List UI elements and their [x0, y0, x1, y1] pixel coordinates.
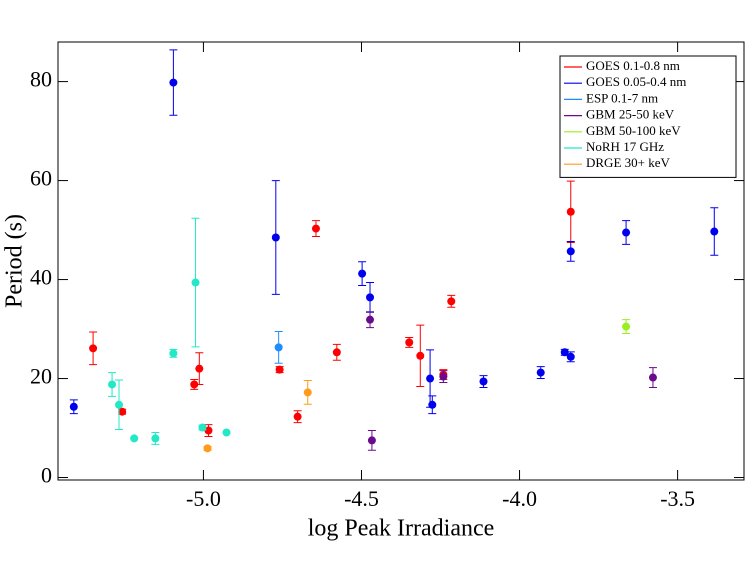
data-point — [566, 352, 575, 361]
data-point — [439, 372, 448, 381]
data-point — [275, 365, 284, 374]
legend-label: DRGE 30+ keV — [586, 155, 670, 170]
data-point — [426, 374, 435, 383]
data-point — [190, 380, 199, 389]
data-point — [622, 228, 631, 237]
y-tick-label: 80 — [30, 67, 52, 92]
data-point — [622, 322, 631, 331]
data-point — [271, 233, 280, 242]
data-point — [191, 278, 200, 287]
data-point — [303, 388, 312, 397]
data-point — [560, 348, 569, 357]
y-tick-label: 20 — [30, 364, 52, 389]
legend-label: NoRH 17 GHz — [586, 139, 664, 154]
x-tick-label: -4.0 — [502, 486, 537, 511]
data-point — [566, 247, 575, 256]
data-point — [293, 412, 302, 421]
data-point — [405, 338, 414, 347]
data-point — [332, 348, 341, 357]
data-point — [566, 207, 575, 216]
legend-box — [559, 55, 737, 178]
data-point — [169, 78, 178, 87]
data-point — [358, 269, 367, 278]
data-point — [366, 315, 375, 324]
legend-label: GOES 0.05-0.4 nm — [586, 74, 686, 89]
data-point — [366, 293, 375, 302]
y-tick-label: 40 — [30, 265, 52, 290]
legend-label: GOES 0.1-0.8 nm — [586, 58, 680, 73]
data-point — [648, 373, 657, 382]
data-point — [195, 364, 204, 373]
data-point — [115, 400, 124, 409]
data-point — [69, 402, 78, 411]
data-point — [169, 349, 178, 358]
data-point — [311, 224, 320, 233]
data-point — [274, 343, 283, 352]
data-point — [89, 344, 98, 353]
data-point — [416, 351, 425, 360]
data-point — [108, 380, 117, 389]
plot-frame — [57, 41, 745, 481]
x-tick-label: -4.5 — [344, 486, 379, 511]
x-axis-label: log Peak Irradiance — [308, 516, 495, 542]
data-point — [367, 436, 376, 445]
data-point — [203, 444, 212, 453]
data-point — [204, 426, 213, 435]
legend-label: GBM 25-50 keV — [586, 107, 675, 122]
data-point — [479, 377, 488, 386]
data-point — [536, 368, 545, 377]
data-point — [428, 400, 437, 409]
data-point — [222, 428, 231, 437]
data-point — [151, 434, 160, 443]
legend-label: ESP 0.1-7 nm — [586, 90, 658, 105]
data-point — [447, 297, 456, 306]
x-tick-label: -5.0 — [186, 486, 221, 511]
y-axis-label: Period (s) — [2, 214, 28, 308]
data-point — [710, 227, 719, 236]
data-point — [118, 407, 127, 416]
data-point — [130, 434, 139, 443]
data-point — [198, 423, 207, 432]
y-tick-label: 60 — [30, 166, 52, 191]
x-tick-label: -3.5 — [660, 486, 695, 511]
y-tick-label: 0 — [41, 463, 52, 488]
legend-label: GBM 50-100 keV — [586, 123, 681, 138]
